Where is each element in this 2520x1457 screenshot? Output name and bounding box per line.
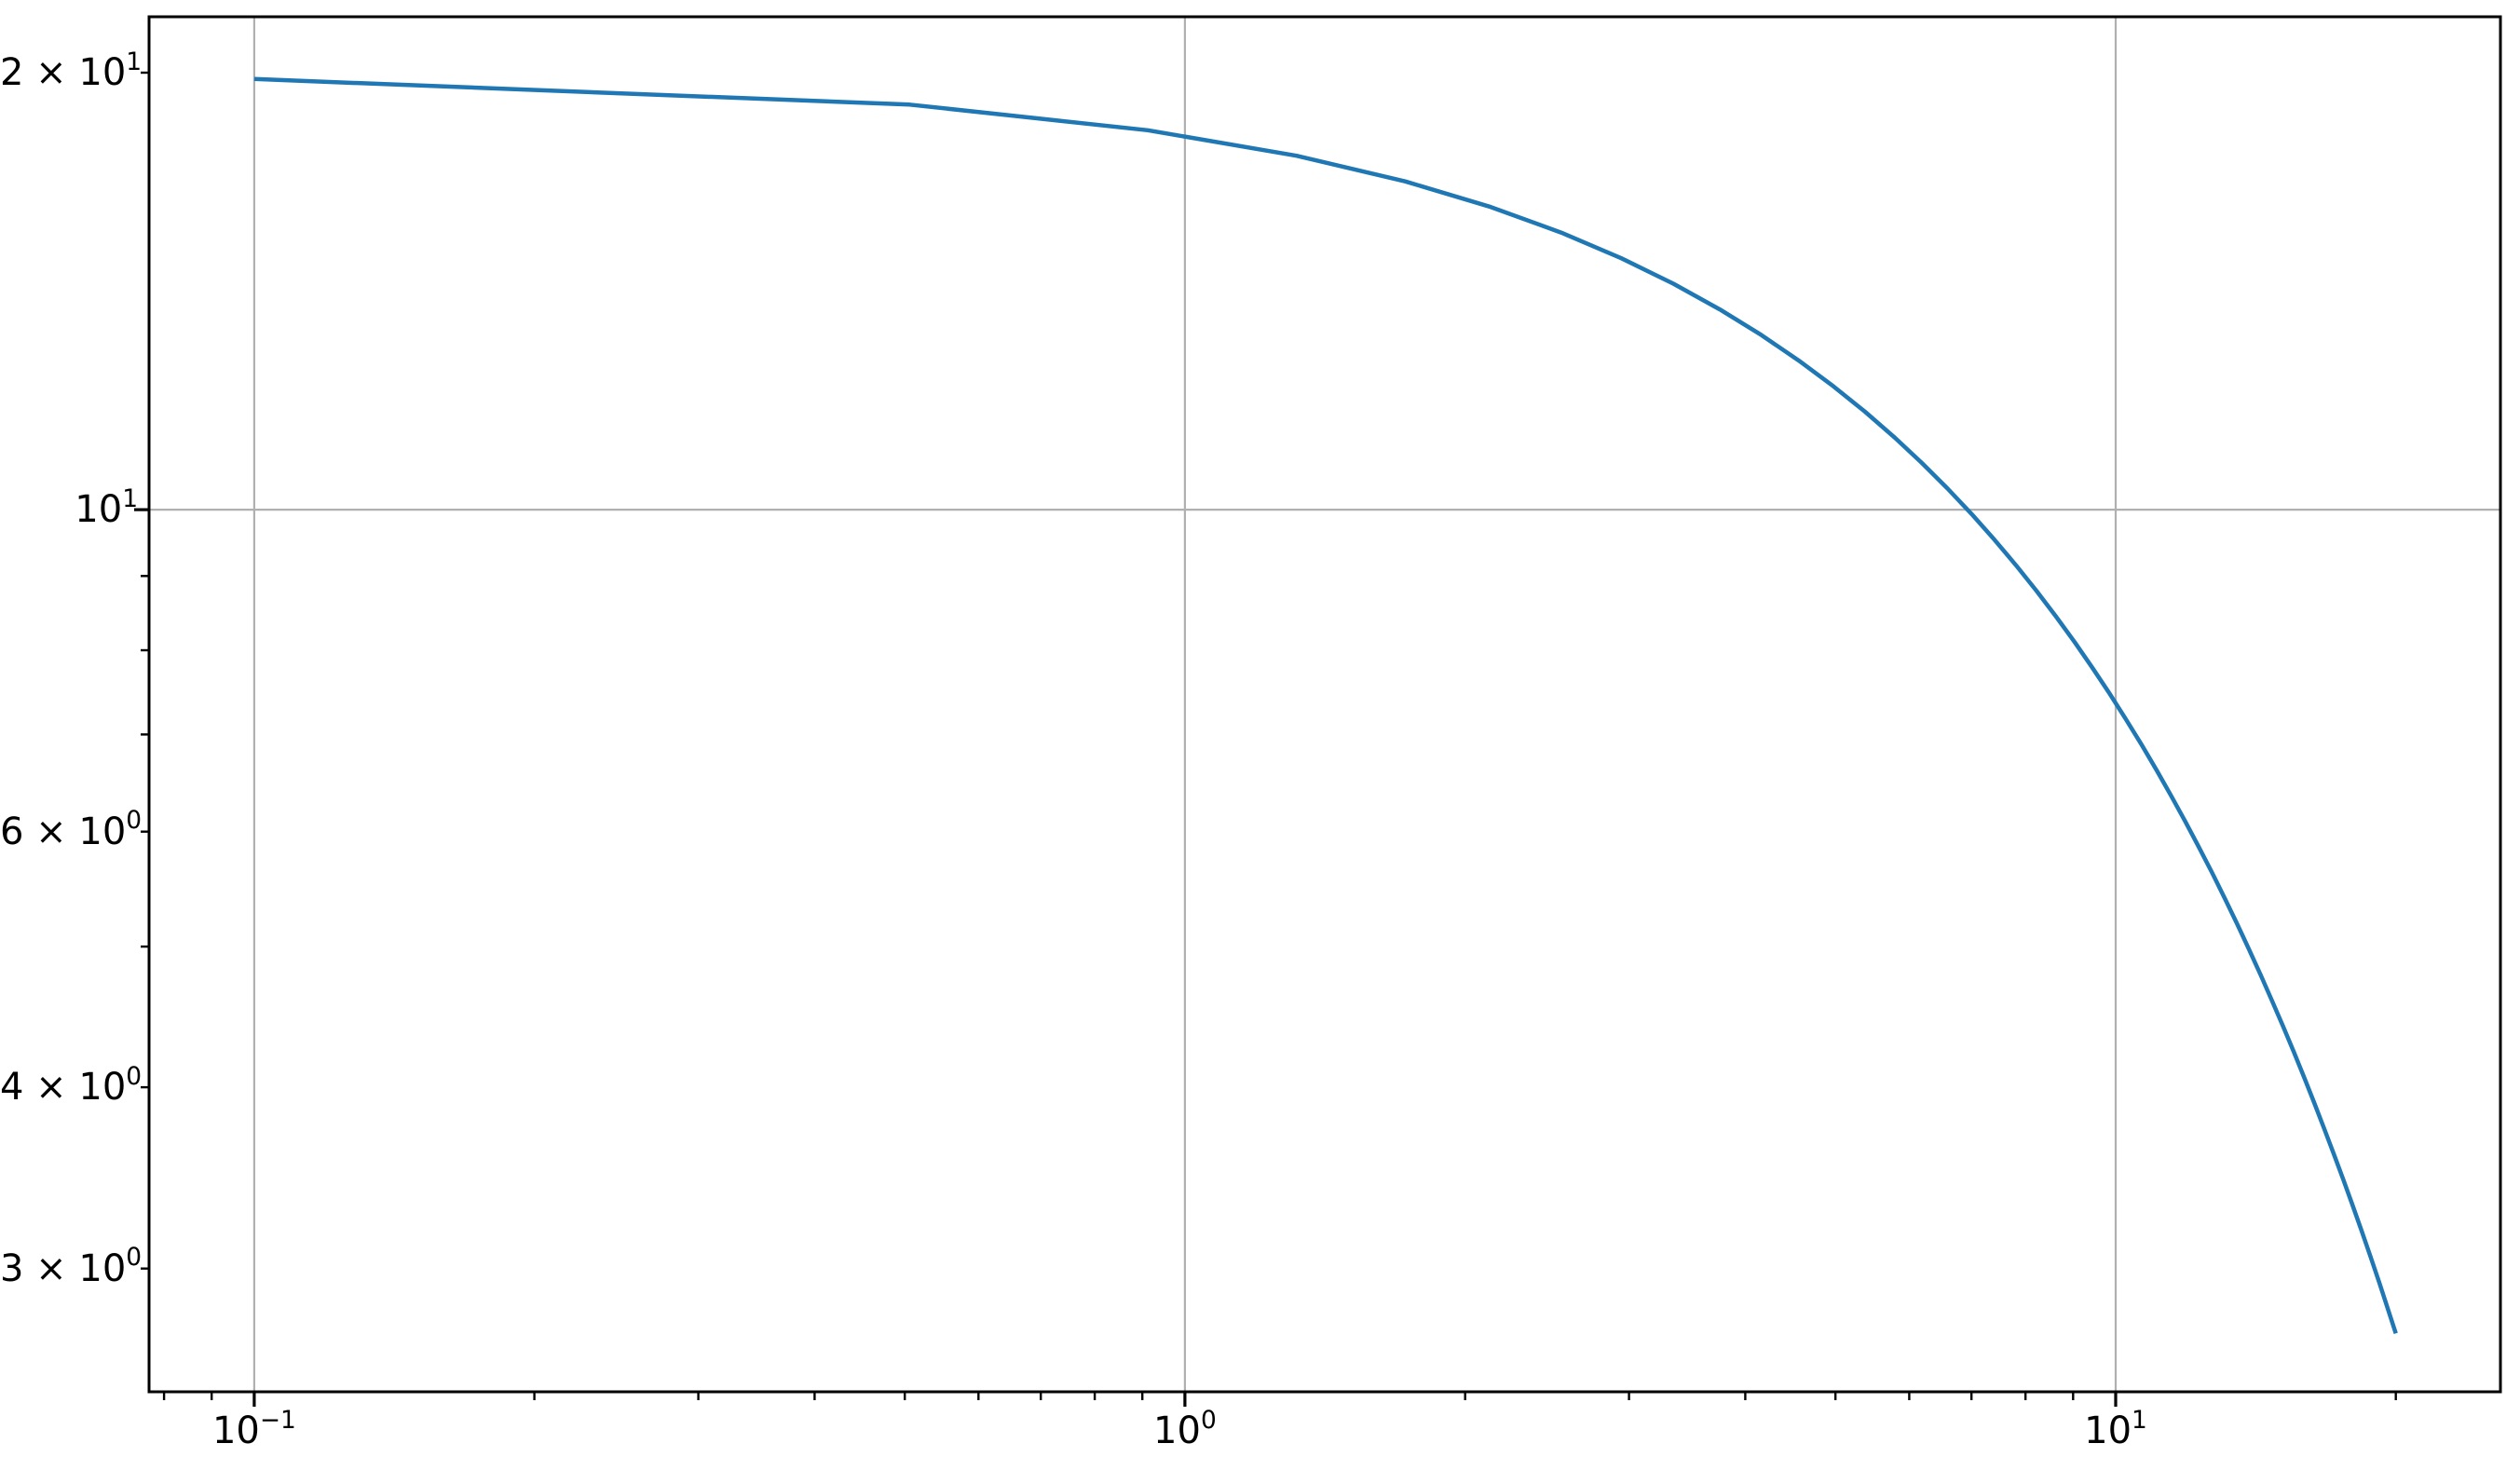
y-tick-label: 2 × 101 bbox=[0, 47, 143, 94]
y-tick-label: 6 × 100 bbox=[0, 806, 143, 853]
y-tick-label: 101 bbox=[75, 483, 138, 532]
x-tick-label: 101 bbox=[2084, 1405, 2147, 1452]
y-tick-label: 3 × 100 bbox=[0, 1243, 143, 1290]
x-tick-label: 100 bbox=[1153, 1405, 1217, 1452]
x-tick-label: 10−1 bbox=[211, 1405, 296, 1452]
data-curve bbox=[253, 76, 2398, 1334]
y-tick-label: 4 × 100 bbox=[0, 1061, 143, 1110]
axes-spines bbox=[147, 15, 2502, 1394]
